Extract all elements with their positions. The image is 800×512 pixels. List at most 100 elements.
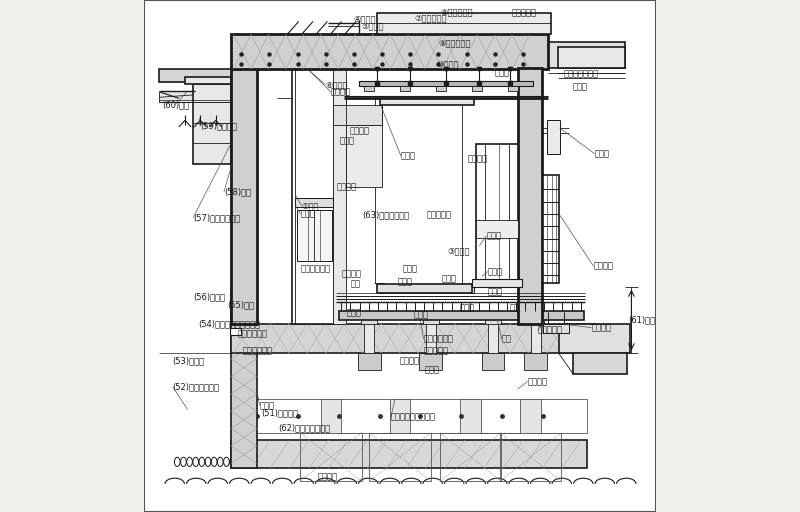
Text: ⑬天井ふところ: ⑬天井ふところ bbox=[564, 70, 599, 79]
Text: ⑪二重天井: ⑪二重天井 bbox=[512, 9, 537, 18]
Bar bbox=[193, 84, 231, 164]
Bar bbox=[558, 47, 626, 68]
Text: ㉓梁下端: ㉓梁下端 bbox=[337, 182, 357, 191]
Bar bbox=[293, 68, 336, 324]
Bar bbox=[440, 433, 502, 481]
Bar bbox=[230, 328, 242, 335]
Bar bbox=[426, 323, 436, 353]
Bar bbox=[518, 68, 542, 324]
Text: ⑦ころばし筋: ⑦ころばし筋 bbox=[414, 14, 447, 23]
Text: ㉚敝居: ㉚敝居 bbox=[403, 264, 418, 273]
Bar bbox=[359, 81, 533, 86]
Text: ⑨吹りボルト: ⑨吹りボルト bbox=[438, 39, 470, 49]
Text: ㉘第: ㉘第 bbox=[351, 280, 361, 289]
Bar bbox=[422, 317, 439, 324]
Bar bbox=[549, 42, 626, 68]
Text: ㊺土・客土: ㊺土・客土 bbox=[423, 346, 449, 355]
Text: (59)物干金物: (59)物干金物 bbox=[200, 121, 237, 130]
Bar bbox=[321, 399, 341, 433]
Text: ㊳敷: ㊳敷 bbox=[510, 304, 519, 313]
Bar bbox=[231, 34, 549, 69]
Bar bbox=[231, 68, 257, 324]
Text: ⑱直天井: ⑱直天井 bbox=[331, 88, 351, 97]
Bar bbox=[231, 324, 594, 353]
Text: (57)横壁・手指壁: (57)横壁・手指壁 bbox=[193, 213, 240, 222]
Bar bbox=[476, 144, 518, 283]
Text: ⑩野縁受: ⑩野縁受 bbox=[437, 60, 459, 69]
Bar bbox=[370, 433, 430, 481]
Text: ㊷束石: ㊷束石 bbox=[425, 365, 440, 374]
Bar bbox=[472, 279, 522, 287]
Bar bbox=[297, 210, 332, 261]
Bar bbox=[390, 399, 410, 433]
Text: ㊼独立フーチング基: ㊼独立フーチング基 bbox=[390, 413, 436, 422]
Bar bbox=[378, 283, 384, 293]
Bar bbox=[346, 125, 382, 187]
Bar bbox=[419, 353, 442, 370]
Text: ㊾かぶり厘さ: ㊾かぶり厘さ bbox=[242, 346, 272, 355]
Bar bbox=[543, 324, 569, 333]
Text: ㉞大引: ㉞大引 bbox=[459, 304, 474, 313]
Text: ㉙荷床: ㉙荷床 bbox=[346, 309, 362, 318]
Bar bbox=[334, 68, 346, 324]
Text: ⑲天井目地: ⑲天井目地 bbox=[426, 210, 452, 220]
Bar bbox=[472, 86, 482, 91]
Text: ㊱橫窓: ㊱橫窓 bbox=[488, 267, 503, 276]
Bar bbox=[377, 284, 472, 293]
Bar bbox=[485, 317, 502, 324]
Text: (62)根コンクリート: (62)根コンクリート bbox=[278, 423, 330, 432]
Bar bbox=[500, 433, 562, 481]
Bar bbox=[379, 99, 474, 105]
Text: ㉜根喒: ㉜根喒 bbox=[414, 310, 428, 319]
Text: ⑥下端筋: ⑥下端筋 bbox=[326, 80, 348, 89]
Text: ㊹床下換気口: ㊹床下換気口 bbox=[237, 329, 267, 338]
Text: ㉖揁キ出シ窓: ㉖揁キ出シ窓 bbox=[301, 264, 330, 273]
Bar bbox=[461, 399, 481, 433]
Bar bbox=[547, 120, 560, 154]
Text: ⑳鴨居: ⑳鴨居 bbox=[401, 152, 416, 161]
Text: ⑮座裏: ⑮座裏 bbox=[594, 149, 610, 158]
Bar bbox=[159, 91, 234, 102]
Text: (63)内法高サイズ: (63)内法高サイズ bbox=[362, 210, 410, 219]
Bar bbox=[364, 86, 374, 91]
Bar bbox=[558, 324, 630, 353]
Bar bbox=[295, 198, 334, 207]
Text: ㉟窓枟: ㉟窓枟 bbox=[486, 231, 502, 240]
Bar bbox=[231, 287, 257, 468]
Text: (52)スターラップ: (52)スターラップ bbox=[173, 382, 220, 391]
Text: ③天井高: ③天井高 bbox=[448, 246, 470, 255]
Text: (58)笠木: (58)笠木 bbox=[224, 187, 251, 197]
Bar bbox=[159, 69, 234, 82]
Bar bbox=[507, 86, 518, 91]
Text: (61)床高: (61)床高 bbox=[628, 315, 655, 325]
Bar bbox=[377, 13, 551, 34]
Text: ⑯面格子: ⑯面格子 bbox=[594, 262, 614, 271]
Bar bbox=[525, 353, 547, 370]
Text: ㊻地中梁: ㊻地中梁 bbox=[527, 377, 547, 386]
Text: ⑫野縁: ⑫野縁 bbox=[494, 68, 510, 77]
Bar bbox=[520, 399, 541, 433]
Text: (53)地整面: (53)地整面 bbox=[173, 356, 205, 366]
Bar bbox=[300, 433, 362, 481]
Bar bbox=[358, 353, 381, 370]
Text: ④上端筋: ④上端筋 bbox=[353, 14, 375, 23]
Text: ㊸根がい: ㊸根がい bbox=[399, 356, 419, 366]
Text: (54)モルタル金コテ押え: (54)モルタル金コテ押え bbox=[198, 319, 260, 328]
Text: ⑧インサート: ⑧インサート bbox=[440, 9, 473, 18]
Bar bbox=[543, 175, 558, 283]
Bar bbox=[185, 77, 231, 84]
Text: ㉒梁型: ㉒梁型 bbox=[339, 136, 354, 145]
Bar bbox=[231, 399, 587, 433]
Text: ⑤折曲筋: ⑤折曲筋 bbox=[361, 21, 383, 30]
Text: ㊵捉: ㊵捉 bbox=[502, 334, 512, 344]
Text: ㊶塗りあもど: ㊶塗りあもど bbox=[423, 334, 454, 344]
Bar bbox=[231, 440, 587, 468]
Text: (60)水切: (60)水切 bbox=[162, 100, 190, 110]
Text: ㊴天引掛け: ㊴天引掛け bbox=[538, 326, 562, 335]
Text: ⑭小屋: ⑭小屋 bbox=[573, 82, 588, 92]
Bar bbox=[400, 86, 410, 91]
Bar bbox=[361, 317, 378, 324]
Text: ㉝巼木: ㉝巼木 bbox=[442, 274, 457, 284]
Text: ㊽捨栄石: ㊽捨栄石 bbox=[318, 473, 338, 482]
Text: ①階高: ①階高 bbox=[302, 201, 319, 210]
